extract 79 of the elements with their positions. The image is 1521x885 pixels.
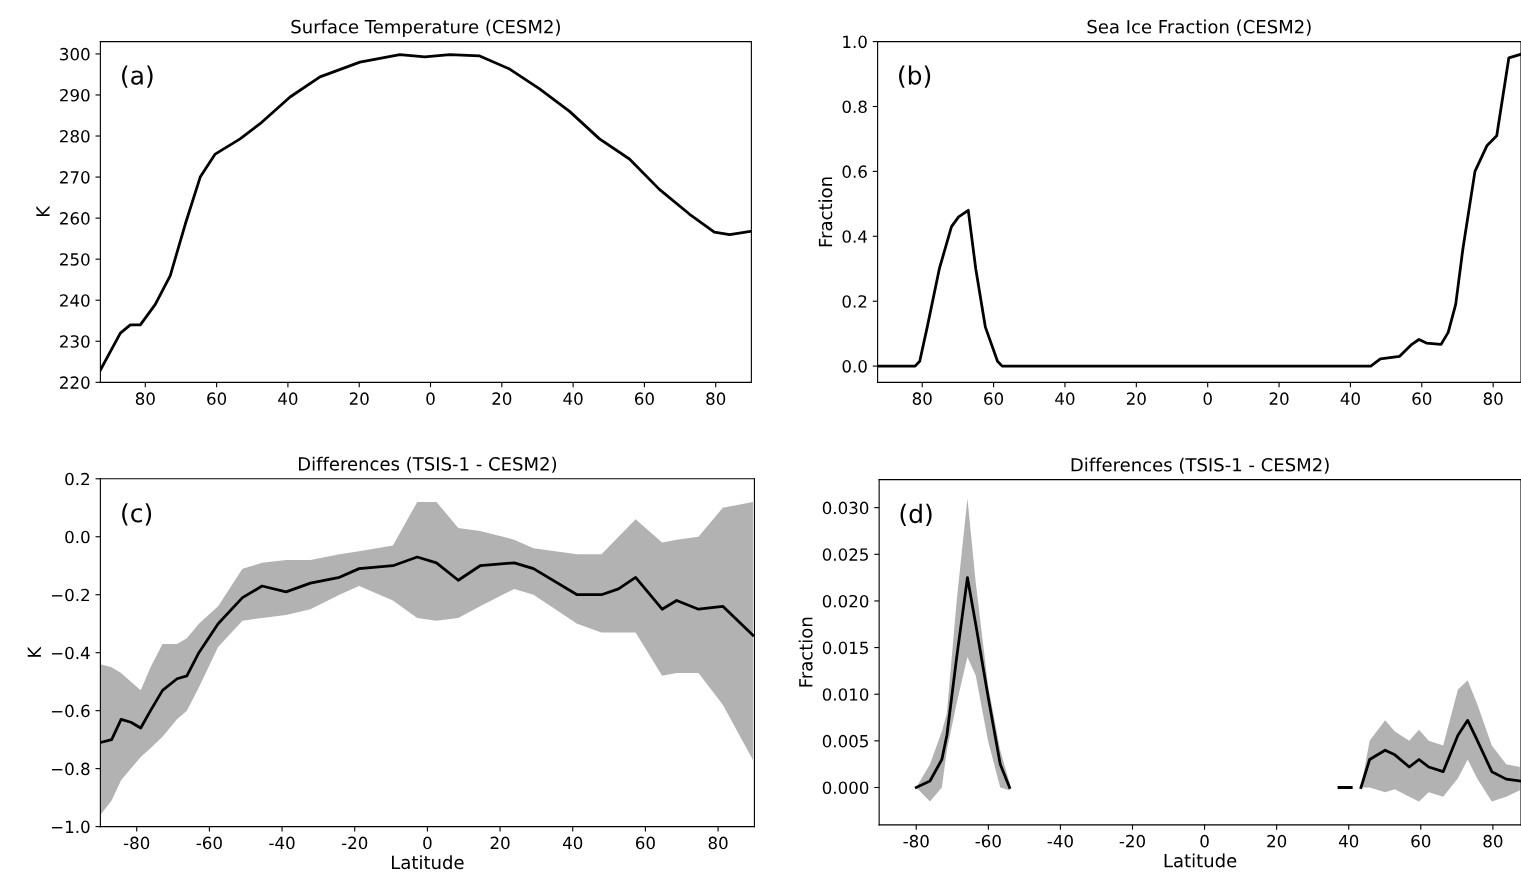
y-tick-label: 260: [60, 212, 90, 225]
x-tick-label: 40: [563, 392, 583, 405]
x-tick-label: 80: [1483, 834, 1503, 848]
y-tick-label: 230: [60, 335, 90, 348]
x-tick-label: -80: [903, 834, 929, 848]
x-tick-label: 40: [1055, 392, 1075, 405]
x-tick-label: -20: [341, 836, 368, 850]
x-tick-label: 0: [423, 836, 432, 850]
y-tick-label: 0.030: [822, 501, 869, 515]
x-tick-label: 20: [1126, 392, 1146, 405]
x-tick-label: 40: [278, 392, 298, 405]
chart-title: Differences (TSIS-1 - CESM2): [1071, 457, 1329, 474]
y-tick-label: 0.005: [822, 734, 868, 748]
x-tick-label: 40: [562, 836, 583, 850]
y-tick-label: 280: [60, 129, 90, 143]
y-tick-label: 290: [60, 88, 90, 102]
x-tick-label: -40: [1047, 834, 1073, 848]
x-tick-label: 60: [634, 392, 654, 405]
x-tick-label: -20: [1119, 834, 1145, 848]
x-tick-label: 20: [492, 392, 512, 405]
y-tick-label: 240: [60, 294, 90, 307]
y-tick-label: 0.015: [822, 641, 868, 655]
y-tick-label: 1.0: [843, 35, 867, 49]
x-tick-label: 80: [135, 392, 155, 405]
y-tick-label: 0.010: [822, 688, 869, 701]
x-tick-label: 60: [1411, 834, 1431, 848]
x-tick-label: 20: [1269, 392, 1289, 405]
x-tick-label: 0: [1200, 834, 1209, 848]
x-tick-label: 20: [349, 392, 369, 405]
y-tick-label: −1.0: [51, 820, 90, 834]
y-tick-label: 0.000: [822, 781, 869, 795]
y-tick-label: 270: [60, 171, 90, 184]
annotation: (d): [900, 503, 932, 527]
y-axis-title: Fraction: [818, 177, 833, 247]
x-tick-label: 0: [426, 392, 435, 405]
x-tick-label: 0: [1203, 392, 1212, 405]
chart-title: Sea Ice Fraction (CESM2): [1087, 19, 1311, 36]
y-axis-title: K: [36, 205, 50, 217]
y-tick-label: −0.8: [51, 762, 90, 776]
x-tick-label: -40: [269, 836, 295, 850]
x-tick-label: -60: [196, 836, 222, 850]
y-tick-label: 0.0: [65, 530, 90, 544]
y-tick-label: 250: [60, 253, 90, 266]
x-tick-label: 60: [207, 392, 227, 405]
x-tick-label: 80: [1483, 392, 1503, 405]
y-tick-label: −0.2: [51, 588, 89, 602]
x-tick-label: -60: [975, 834, 1001, 848]
annotation: (a): [122, 65, 153, 88]
x-tick-label: 80: [912, 392, 932, 405]
y-axis-title: Fraction: [798, 617, 813, 687]
x-tick-label: 60: [635, 836, 655, 850]
y-tick-label: 0.0: [842, 360, 867, 373]
y-tick-label: 0.4: [842, 230, 867, 243]
y-axis-title: K: [27, 646, 41, 657]
annotation: (b): [899, 65, 931, 88]
y-tick-label: 0.8: [842, 100, 867, 114]
y-tick-label: 0.020: [822, 594, 869, 608]
annotation: (c): [122, 503, 152, 526]
chart-title: Surface Temperature (CESM2): [291, 19, 560, 38]
y-tick-label: 0.2: [65, 472, 89, 486]
y-tick-label: 0.6: [842, 165, 867, 178]
x-axis-title: Latitude: [392, 855, 464, 870]
x-tick-label: 40: [1338, 834, 1359, 848]
x-tick-label: -80: [123, 836, 150, 850]
chart-title: Differences (TSIS-1 - CESM2): [298, 456, 557, 473]
y-tick-label: 0.2: [842, 295, 867, 308]
y-tick-label: −0.4: [51, 646, 90, 660]
x-tick-label: 80: [706, 392, 726, 405]
x-axis-title: Latitude: [1164, 853, 1237, 868]
x-tick-label: 20: [490, 836, 510, 850]
x-tick-label: 80: [708, 836, 728, 850]
y-tick-label: 0.025: [822, 548, 868, 561]
x-tick-label: 60: [984, 392, 1004, 405]
y-tick-label: 300: [60, 47, 90, 61]
x-tick-label: 60: [1412, 392, 1432, 405]
x-tick-label: 40: [1340, 392, 1360, 405]
y-tick-label: 220: [60, 376, 90, 389]
x-tick-label: 20: [1267, 834, 1287, 848]
y-tick-label: −0.6: [51, 704, 90, 718]
